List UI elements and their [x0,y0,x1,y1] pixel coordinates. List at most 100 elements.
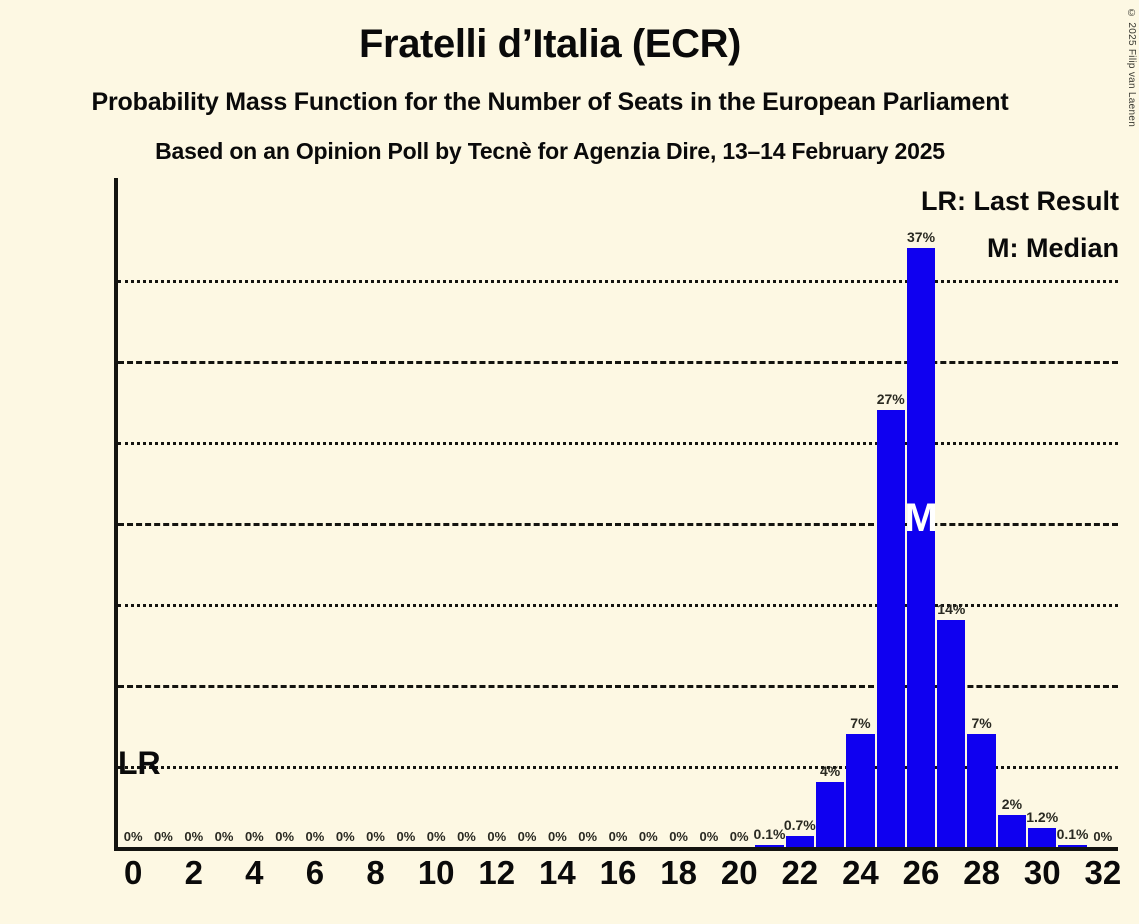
bar-slot[interactable]: 1.2% [1026,178,1059,847]
bar-value-label: 0% [457,829,476,844]
bar-value-label: 0% [275,829,295,844]
gridline-major [118,685,1118,688]
bar-value-label: 0% [608,829,628,844]
gridline-minor [118,604,1118,608]
chart-subtitle: Probability Mass Function for the Number… [91,88,1009,116]
x-axis-tick-label: 12 [478,854,516,891]
bar-slot[interactable]: 0% [239,178,269,847]
bar[interactable] [967,733,996,847]
bar-value-label: 0.1% [753,826,786,843]
gridline-minor [118,280,1118,284]
bar-value-label: 0% [578,829,598,844]
y-axis-line [114,178,118,851]
copyright-notice: © 2025 Filip van Laenen [1126,8,1137,128]
bar-value-label: 0% [426,829,446,844]
bar-slot[interactable]: 7% [966,178,996,847]
bar-value-label: 0% [638,829,658,844]
legend-item-median: M: Median [987,233,1119,263]
median-marker: M [904,496,938,541]
x-axis-line [114,847,1118,851]
bar-value-label: 0% [184,829,204,844]
x-axis-tick-label: 10 [417,854,455,891]
bar-slot[interactable]: 0% [724,178,754,847]
bar-value-label: 0% [517,829,537,844]
chart-source-note: Based on an Opinion Poll by Tecnè for Ag… [155,138,945,164]
bar-value-label: 0% [366,829,385,844]
bar-value-label: 1.2% [1026,808,1059,825]
bar-value-label: 0% [547,829,567,844]
bar-slot[interactable]: 0% [118,178,148,847]
bar-value-label: 0% [396,829,416,844]
bar-slot[interactable]: 27% [876,178,906,847]
bar-slot[interactable]: 0.1% [753,178,786,847]
bar-value-label: 27% [876,390,905,407]
bar[interactable] [785,835,814,847]
x-axis-tick-label: 16 [599,854,637,891]
x-axis-tick-label: 30 [1023,854,1061,891]
bar-value-label: 0.1% [1056,826,1089,843]
bar-value-label: 2% [1001,795,1023,812]
bar-slot[interactable]: 0% [603,178,633,847]
bar-slot[interactable]: 0% [148,178,178,847]
bar-slot[interactable]: 0.1% [1056,178,1089,847]
bar-slot[interactable]: 7% [845,178,875,847]
gridline-minor [118,766,1118,769]
bar-slot[interactable]: 0% [633,178,663,847]
bar-value-label: 0% [154,829,173,844]
bar[interactable] [906,247,936,847]
x-axis-tick-label: 20 [720,854,758,891]
x-axis-tick-label: 8 [366,854,385,891]
bar-slot[interactable]: 0% [694,178,724,847]
bar-value-label: 0% [335,829,355,844]
legend-item-last-result: LR: Last Result [920,186,1119,216]
bar-slot[interactable]: 0% [360,178,390,847]
page-title: Fratelli d’Italia (ECR) [359,22,741,66]
bar-slot[interactable]: 0% [209,178,239,847]
bar-slot[interactable]: 0% [542,178,572,847]
bar-slot[interactable]: 0% [663,178,693,847]
bar[interactable] [876,409,905,847]
bar-value-label: 14% [937,601,966,618]
gridline-major [118,361,1118,365]
bar-slot[interactable]: 14% [936,178,966,847]
bar[interactable] [846,733,875,847]
bar-slot[interactable]: 0% [179,178,209,847]
bar[interactable] [997,814,1027,847]
bar-slot[interactable]: 0% [451,178,481,847]
bar-value-label: 7% [850,714,871,731]
bar-value-label: 7% [971,714,992,731]
bar-slot[interactable]: 0% [270,178,300,847]
bar-value-label: 0% [244,829,264,844]
bar[interactable] [755,845,784,847]
bar[interactable] [1028,827,1057,847]
bar-slot[interactable]: 0.7% [783,178,816,847]
bar-slot[interactable]: 4% [815,178,845,847]
bar-slot[interactable]: 0% [1088,178,1118,847]
plot-area: 10%20%30% 0%0%0%0%0%0%0%0%0%0%0%0%0%0%0%… [114,178,1121,891]
bar-value-label: 4% [819,763,841,780]
bar-value-label: 0% [305,829,325,844]
x-axis-tick-label: 18 [660,854,697,891]
bar-slot[interactable]: 0% [391,178,421,847]
x-axis-tick-label: 22 [781,854,819,891]
bar-value-label: 0.7% [783,816,816,833]
bar-slot[interactable]: 0% [300,178,330,847]
bar[interactable] [937,620,966,847]
gridline-minor [118,442,1118,446]
bar-slot[interactable]: 0% [421,178,451,847]
bar-value-label: 0% [487,829,507,844]
last-result-marker: LR [118,745,161,781]
bar-slot[interactable]: 0% [512,178,542,847]
bar-slot[interactable]: 0% [330,178,360,847]
x-axis-tick-label: 6 [305,854,325,891]
bar-slot[interactable]: 2% [997,178,1027,847]
bar[interactable] [1058,845,1087,847]
bar-slot[interactable]: 0% [573,178,603,847]
bar-slot[interactable]: 37% [906,178,936,847]
bar-value-label: 0% [123,829,143,844]
x-axis-tick-label: 24 [842,854,879,891]
bar-slot[interactable]: 0% [482,178,512,847]
x-axis-tick-label: 32 [1084,854,1122,891]
bar[interactable] [815,782,845,847]
